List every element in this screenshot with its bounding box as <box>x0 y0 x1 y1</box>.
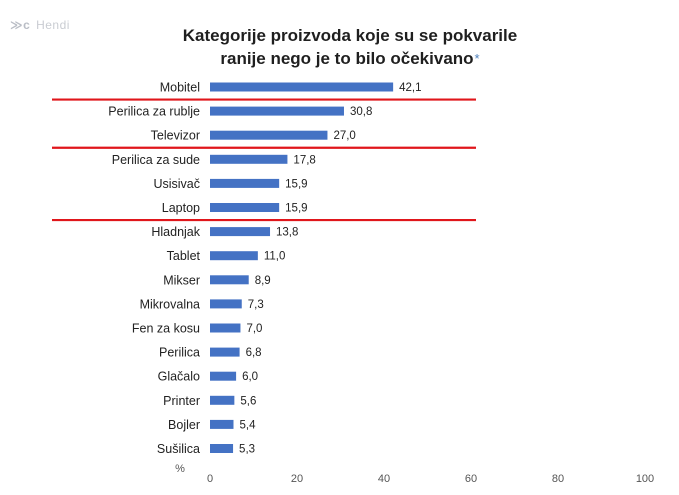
separator-lines <box>52 98 476 222</box>
category-label-2: Televizor <box>151 129 200 143</box>
value-label-5: 15,9 <box>285 203 307 215</box>
x-tick-0: 0 <box>207 473 213 485</box>
category-label-15: Sušilica <box>157 442 200 456</box>
title-asterisk: * <box>474 51 480 66</box>
value-label-9: 7,3 <box>248 299 264 311</box>
bar-1 <box>210 106 344 116</box>
logo-mark: ≫c <box>10 18 31 32</box>
chart-title-line-1: Kategorije proizvoda koje su se pokvaril… <box>182 26 518 45</box>
bar-7 <box>210 251 258 261</box>
chart-title: Kategorije proizvoda koje su se pokvaril… <box>150 24 550 70</box>
category-label-5: Laptop <box>162 201 200 215</box>
value-label-13: 5,6 <box>240 395 256 407</box>
value-label-3: 17,8 <box>293 154 315 166</box>
bar-8 <box>210 275 249 285</box>
value-label-1: 30,8 <box>350 106 372 118</box>
bar-13 <box>210 395 235 405</box>
category-label-10: Fen za kosu <box>132 322 200 336</box>
x-tick-100: 100 <box>636 473 654 485</box>
value-label-12: 6,0 <box>242 371 258 383</box>
x-axis-ticks: 0 20 40 60 80 100% <box>175 463 654 485</box>
category-label-11: Perilica <box>159 346 200 360</box>
category-label-12: Glačalo <box>158 370 200 384</box>
bar-4 <box>210 178 280 188</box>
chart-title-line-2: ranije nego je to bilo očekivano* <box>220 49 480 68</box>
bar-14 <box>210 419 234 429</box>
category-label-7: Tablet <box>167 249 201 263</box>
category-label-3: Perilica za sude <box>112 153 200 167</box>
bar-11 <box>210 347 240 357</box>
bar-12 <box>210 371 237 381</box>
value-label-10: 7,0 <box>246 323 262 335</box>
category-label-13: Printer <box>163 394 200 408</box>
value-label-8: 8,9 <box>255 275 271 287</box>
bars-group <box>210 82 394 453</box>
category-label-0: Mobitel <box>160 81 200 95</box>
category-labels: Mobitel Perilica za rublje Televizor Perili… <box>108 81 200 457</box>
bar-15 <box>210 444 234 453</box>
logo-text: Hendi <box>36 18 70 32</box>
category-label-9: Mikrovalna <box>140 297 200 311</box>
unit-label: % <box>175 463 185 475</box>
brand-logo: ≫c Hendi <box>10 18 70 32</box>
x-tick-60: 60 <box>465 473 477 485</box>
category-label-4: Usisivač <box>153 177 200 191</box>
value-label-15: 5,3 <box>239 444 255 456</box>
bar-0 <box>210 82 394 92</box>
bar-3 <box>210 154 288 164</box>
value-label-7: 11,0 <box>264 251 286 263</box>
bar-2 <box>210 130 328 140</box>
x-tick-20: 20 <box>291 473 303 485</box>
x-tick-40: 40 <box>378 473 390 485</box>
value-label-0: 42,1 <box>399 82 421 94</box>
value-label-2: 27,0 <box>333 130 355 142</box>
x-tick-80: 80 <box>552 473 564 485</box>
category-label-8: Mikser <box>163 273 200 287</box>
bar-9 <box>210 299 242 309</box>
bar-10 <box>210 323 241 333</box>
value-label-4: 15,9 <box>285 178 307 190</box>
value-label-14: 5,4 <box>239 419 256 431</box>
bar-6 <box>210 227 271 237</box>
bar-5 <box>210 203 280 212</box>
value-label-11: 6,8 <box>246 347 262 359</box>
value-label-6: 13,8 <box>276 227 298 239</box>
category-label-6: Hladnjak <box>151 225 200 239</box>
category-label-14: Bojler <box>168 418 200 432</box>
category-label-1: Perilica za rublje <box>108 105 200 119</box>
value-labels: 42,1 30,8 27,0 17,8 15,9 15,9 13,8 11,0 8,9 7,3 7,… <box>239 82 421 456</box>
